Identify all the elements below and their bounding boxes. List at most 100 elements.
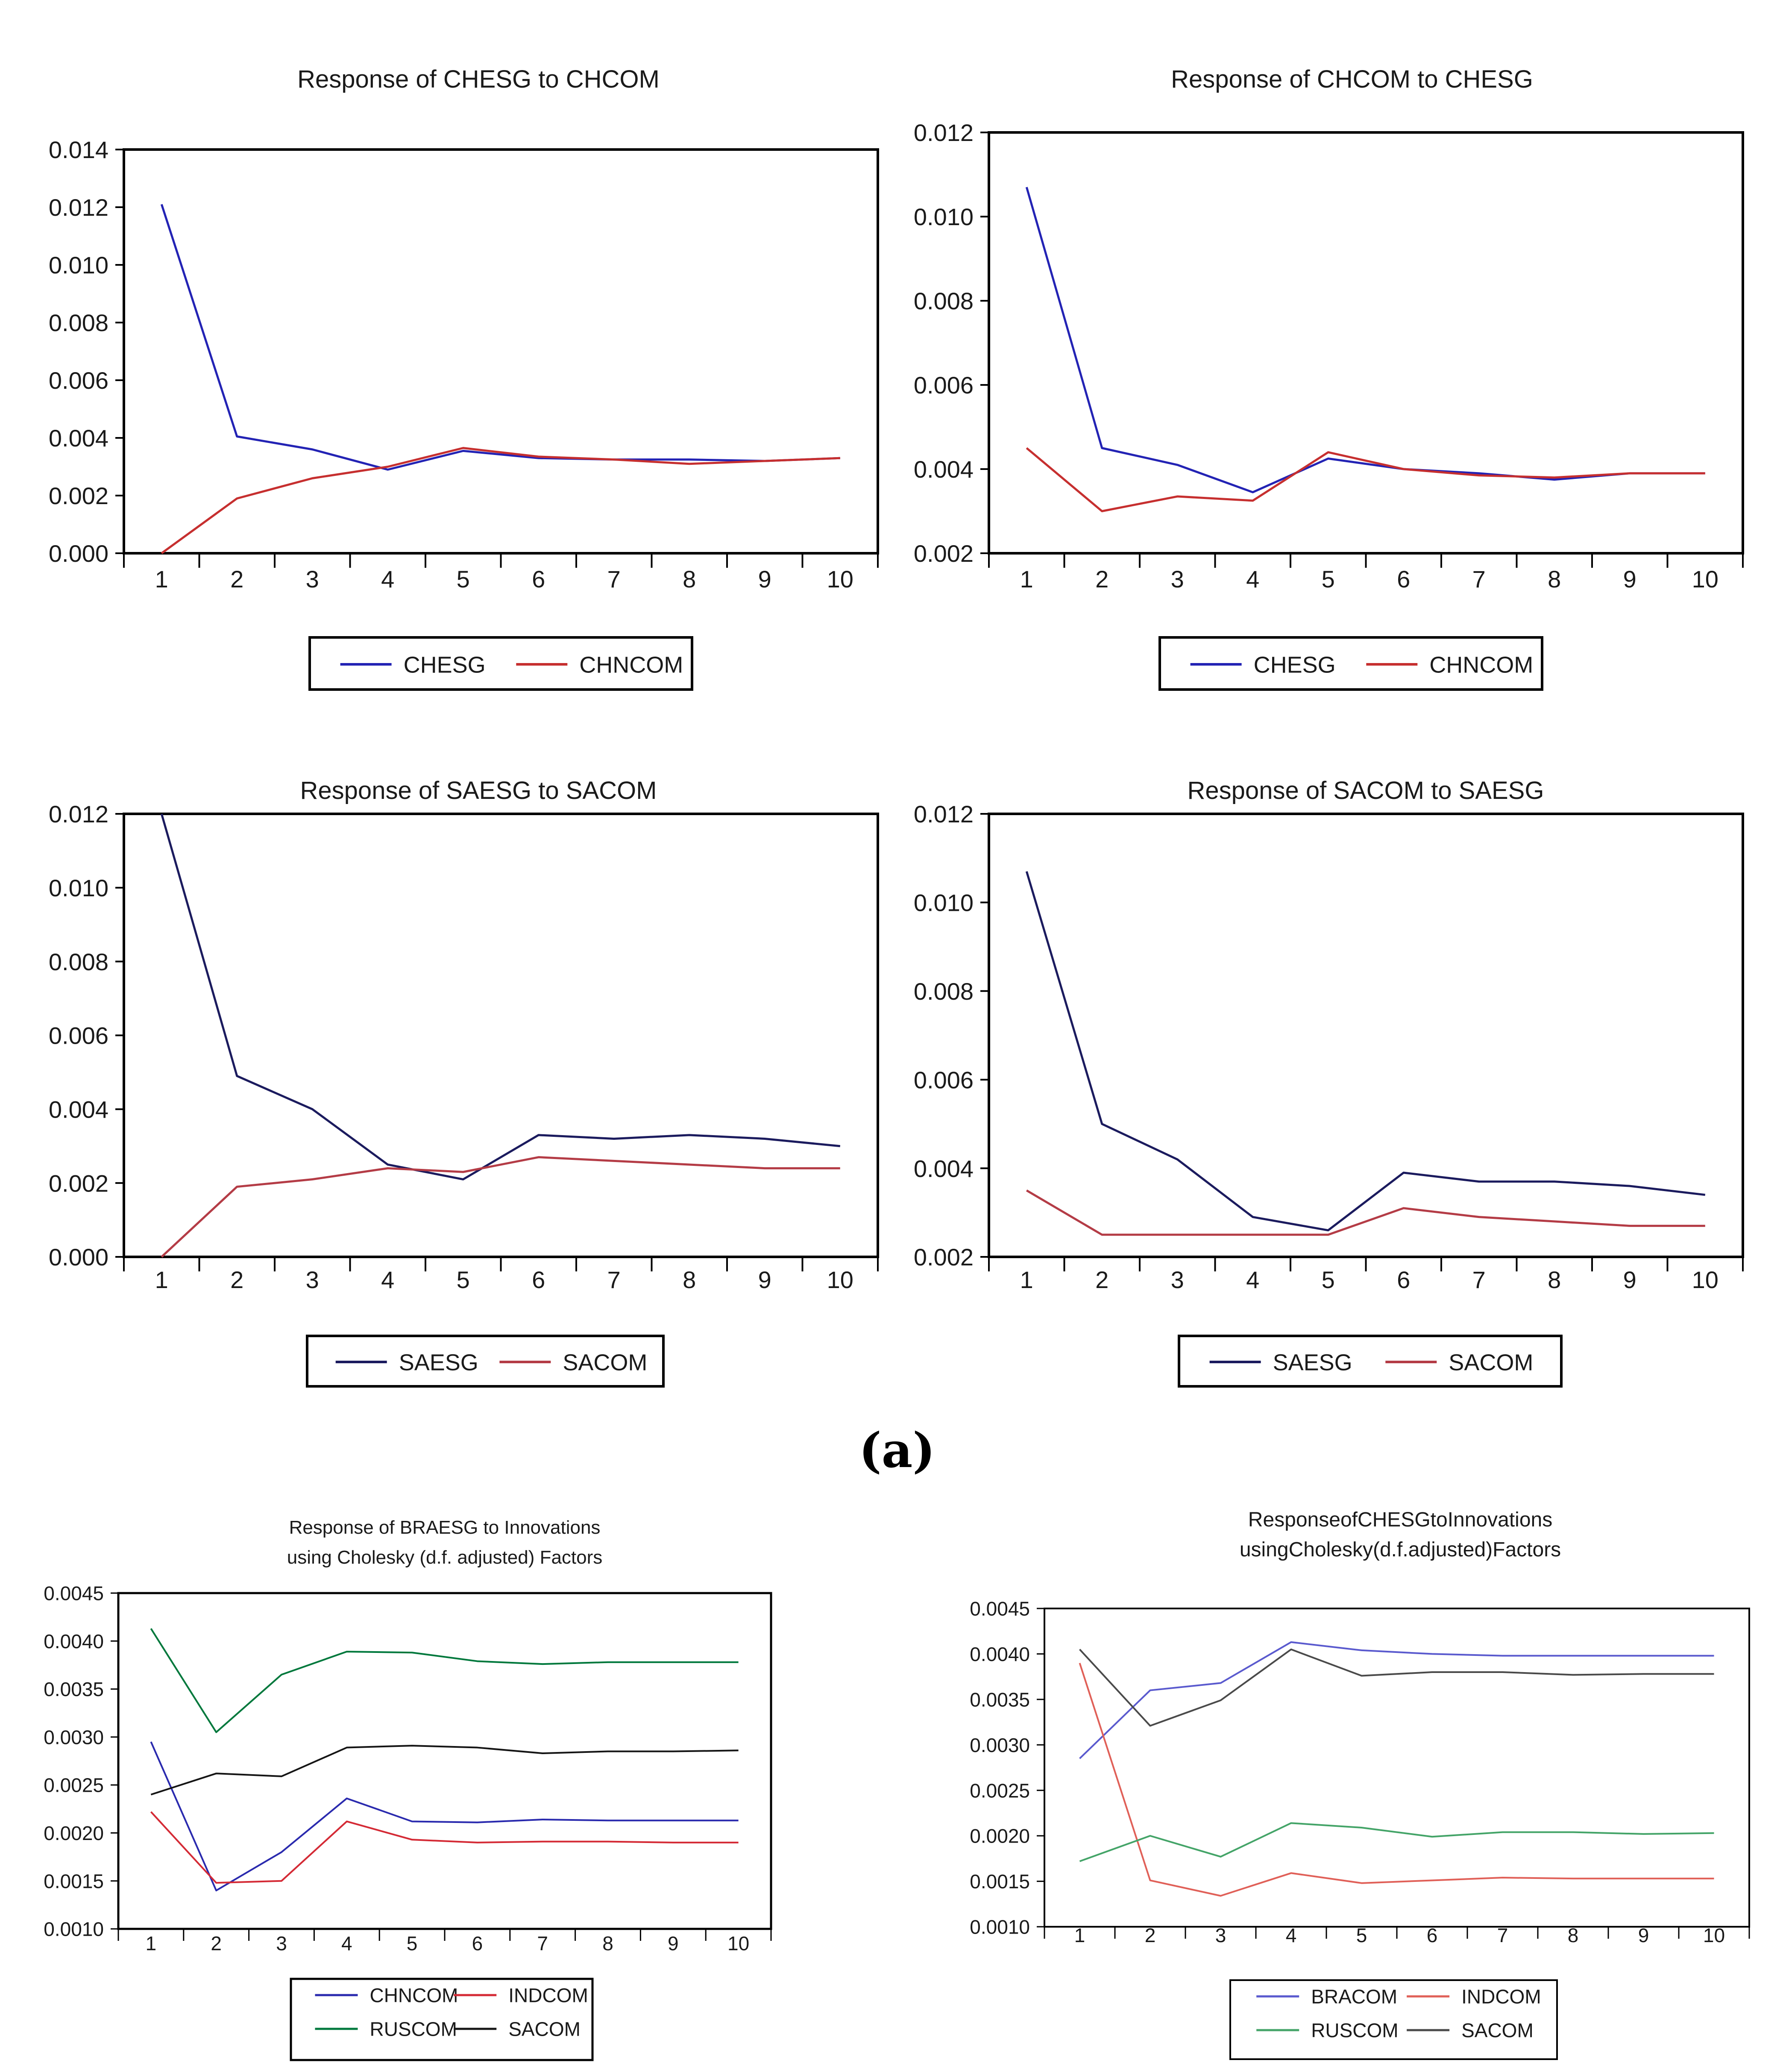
x-tick-label: 8 <box>1548 1266 1561 1293</box>
legend-label: RUSCOM <box>370 2018 457 2040</box>
y-tick-label: 0.0025 <box>970 1779 1030 1802</box>
x-tick-label: 5 <box>1322 1266 1335 1293</box>
legend-entry-sacom: SACOM <box>1407 2019 1534 2042</box>
x-tick-label: 1 <box>1074 1924 1085 1946</box>
y-tick-label: 0.0025 <box>44 1774 104 1796</box>
x-tick-label: 4 <box>341 1932 352 1955</box>
x-axis: 1 2 3 4 5 6 7 8 9 10 <box>123 553 879 593</box>
y-tick-label: 0.0015 <box>44 1870 104 1892</box>
legend-entry-sacom: SACOM <box>1385 1350 1533 1375</box>
legend-label: INDCOM <box>508 1984 588 2007</box>
legend-label: SACOM <box>1449 1350 1533 1375</box>
x-tick-label: 5 <box>407 1932 418 1955</box>
y-tick-label: 0.008 <box>914 978 974 1005</box>
legend-label: CHESG <box>1254 652 1336 678</box>
y-tick-label: 0.006 <box>914 372 974 399</box>
y-tick-label: 0.0020 <box>970 1825 1030 1847</box>
y-tick-label: 0.002 <box>49 1170 109 1197</box>
x-axis: 1 2 3 4 5 6 7 8 9 10 <box>123 1257 879 1293</box>
x-tick-label: 4 <box>1246 566 1259 593</box>
x-tick-label: 6 <box>1397 566 1410 593</box>
plot-border <box>988 813 1744 1258</box>
y-tick-label: 0.014 <box>49 136 109 163</box>
x-tick-label: 5 <box>1356 1924 1367 1946</box>
legend-label: BRACOM <box>1311 1986 1397 2008</box>
legend-entry-saesg: SAESG <box>335 1350 478 1375</box>
x-tick-label: 2 <box>1095 1266 1109 1293</box>
chart-title-line: ResponseofCHESGtoInnovations <box>1248 1509 1552 1531</box>
x-tick-label: 8 <box>683 566 696 593</box>
legend-entry-chesg: CHESG <box>340 652 486 678</box>
y-axis: 0.0010 0.0015 0.0020 0.0025 0.0030 0.0035 0.00… <box>44 1582 118 1940</box>
y-tick-label: 0.004 <box>49 1096 109 1123</box>
x-tick-label: 3 <box>306 1266 319 1293</box>
x-tick-label: 9 <box>1623 1266 1636 1293</box>
series-line-chncom <box>150 1741 739 1892</box>
x-tick-label: 6 <box>1397 1266 1410 1293</box>
y-tick-label: 0.010 <box>914 889 974 916</box>
series-line-chesg <box>160 204 840 471</box>
legend-entry-sacom: SACOM <box>499 1350 647 1375</box>
x-tick-label: 6 <box>532 1266 545 1293</box>
y-tick-label: 0.0015 <box>970 1870 1030 1893</box>
y-tick-label: 0.012 <box>914 119 974 146</box>
legend-label: CHNCOM <box>370 1984 458 2007</box>
x-tick-label: 9 <box>758 566 771 593</box>
series-line-ruscom <box>1079 1822 1714 1862</box>
plot-border <box>123 148 879 555</box>
chart-canvas: Response of CHESG to CHCOM0.0000.0020.00… <box>49 65 879 691</box>
x-tick-label: 1 <box>1020 566 1033 593</box>
x-tick-label: 1 <box>155 566 168 593</box>
y-tick-label: 0.006 <box>49 367 109 394</box>
y-tick-label: 0.0045 <box>44 1582 104 1605</box>
x-tick-label: 7 <box>1472 1266 1486 1293</box>
x-tick-label: 5 <box>1322 566 1335 593</box>
chart-title-line: Response of BRAESG to Innovations <box>289 1517 601 1538</box>
x-tick-label: 1 <box>155 1266 168 1293</box>
legend-box <box>290 1978 594 2061</box>
x-tick-label: 9 <box>1638 1924 1649 1946</box>
chart-response-of-saesg-to-sacom: Response of SAESG to SACOM 0.000 0.002 0.00… <box>0 726 893 1423</box>
y-tick-label: 0.006 <box>914 1066 974 1093</box>
x-tick-label: 7 <box>1472 566 1486 593</box>
chart-response-of-chesg-to-chcom: Response of CHESG to CHCOM 0.000 0.002 0.00… <box>0 0 893 726</box>
x-tick-label: 1 <box>146 1932 157 1955</box>
x-axis: 1 2 3 4 5 6 7 8 9 10 <box>117 1929 772 1955</box>
y-axis: 0.002 0.004 0.006 0.008 0.010 0.012 <box>914 119 989 567</box>
x-tick-label: 3 <box>1215 1924 1226 1946</box>
legend-entry-indcom: INDCOM <box>1407 1986 1541 2008</box>
legend-entry-saesg: SAESG <box>1209 1350 1352 1375</box>
x-tick-label: 2 <box>230 1266 243 1293</box>
x-tick-label: 4 <box>381 566 394 593</box>
x-tick-label: 10 <box>1692 566 1719 593</box>
legend-box <box>1229 1979 1558 2060</box>
legend-label: CHESG <box>404 652 486 678</box>
legend-label: SAESG <box>399 1350 478 1375</box>
y-tick-label: 0.006 <box>49 1022 109 1049</box>
y-tick-label: 0.008 <box>49 309 109 336</box>
legend-label: SAESG <box>1273 1350 1352 1375</box>
x-tick-label: 10 <box>827 566 853 593</box>
x-axis: 1 2 3 4 5 6 7 8 9 10 <box>988 553 1744 593</box>
chart-title-line: using Cholesky (d.f. adjusted) Factors <box>287 1547 603 1568</box>
y-tick-label: 0.012 <box>914 801 974 828</box>
y-tick-label: 0.000 <box>49 1244 109 1271</box>
y-tick-label: 0.010 <box>49 875 109 901</box>
x-tick-label: 2 <box>211 1932 222 1955</box>
x-tick-label: 4 <box>1246 1266 1259 1293</box>
y-tick-label: 0.0030 <box>44 1726 104 1748</box>
x-tick-label: 10 <box>827 1266 853 1293</box>
series-line-chncom <box>1026 447 1705 512</box>
chart-canvas: ResponseofCHESGtoInnovations usingCholesk… <box>970 1509 1750 2060</box>
legend-label: CHNCOM <box>579 652 683 678</box>
legend-entry-chncom: CHNCOM <box>516 652 683 678</box>
y-axis: 0.000 0.002 0.004 0.006 0.008 0.010 0.012 <box>49 801 124 1271</box>
legend-entry-bracom: BRACOM <box>1256 1986 1397 2008</box>
legend: SAESG SACOM <box>306 1335 665 1388</box>
x-tick-label: 4 <box>381 1266 394 1293</box>
y-tick-label: 0.010 <box>914 203 974 230</box>
series-line-ruscom <box>150 1628 739 1733</box>
x-tick-label: 8 <box>602 1932 613 1955</box>
legend-box <box>1158 636 1543 691</box>
y-tick-label: 0.008 <box>914 288 974 314</box>
